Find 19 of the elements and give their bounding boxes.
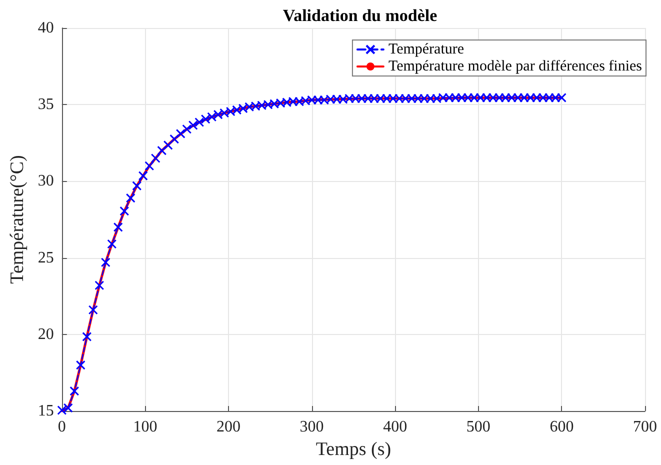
x-axis-title: Temps (s) [316, 438, 392, 460]
y-tick-label: 15 [38, 402, 54, 420]
x-tick-label: 400 [383, 418, 408, 436]
legend-label: Température modèle par différences finies [388, 58, 642, 74]
y-tick-label: 20 [38, 326, 54, 343]
y-tick-label: 30 [38, 172, 54, 190]
chart-title: Validation du modèle [282, 6, 438, 25]
x-tick-label: 700 [633, 418, 657, 436]
x-tick-label: 200 [216, 418, 240, 436]
legend-label: Température [388, 42, 464, 58]
y-tick-label: 25 [38, 249, 54, 266]
x-tick-label: 0 [58, 418, 66, 436]
y-tick-label: 40 [38, 20, 54, 36]
y-axis-title: Température(°C) [7, 155, 28, 284]
x-tick-label: 500 [466, 418, 490, 436]
x-tick-label: 600 [550, 418, 574, 436]
x-tick-label: 100 [133, 418, 158, 436]
x-tick-label: 300 [300, 418, 324, 436]
y-tick-label: 35 [38, 96, 54, 114]
